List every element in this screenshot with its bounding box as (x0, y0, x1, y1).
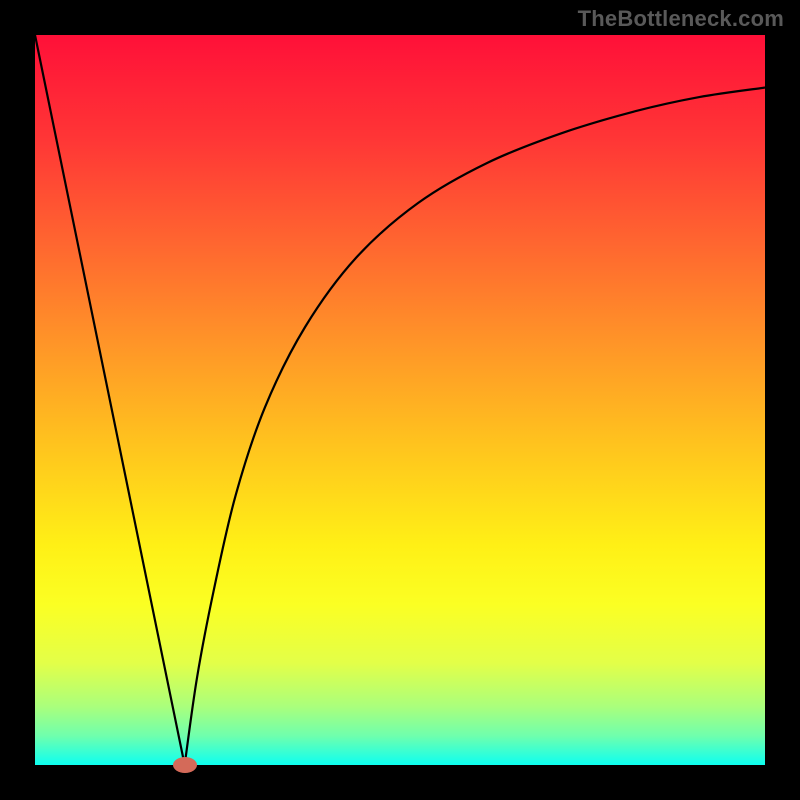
chart-frame: TheBottleneck.com (0, 0, 800, 800)
optimal-point-marker (173, 757, 197, 773)
chart-svg (0, 0, 800, 800)
plot-background (35, 35, 765, 765)
watermark-text: TheBottleneck.com (578, 6, 784, 32)
